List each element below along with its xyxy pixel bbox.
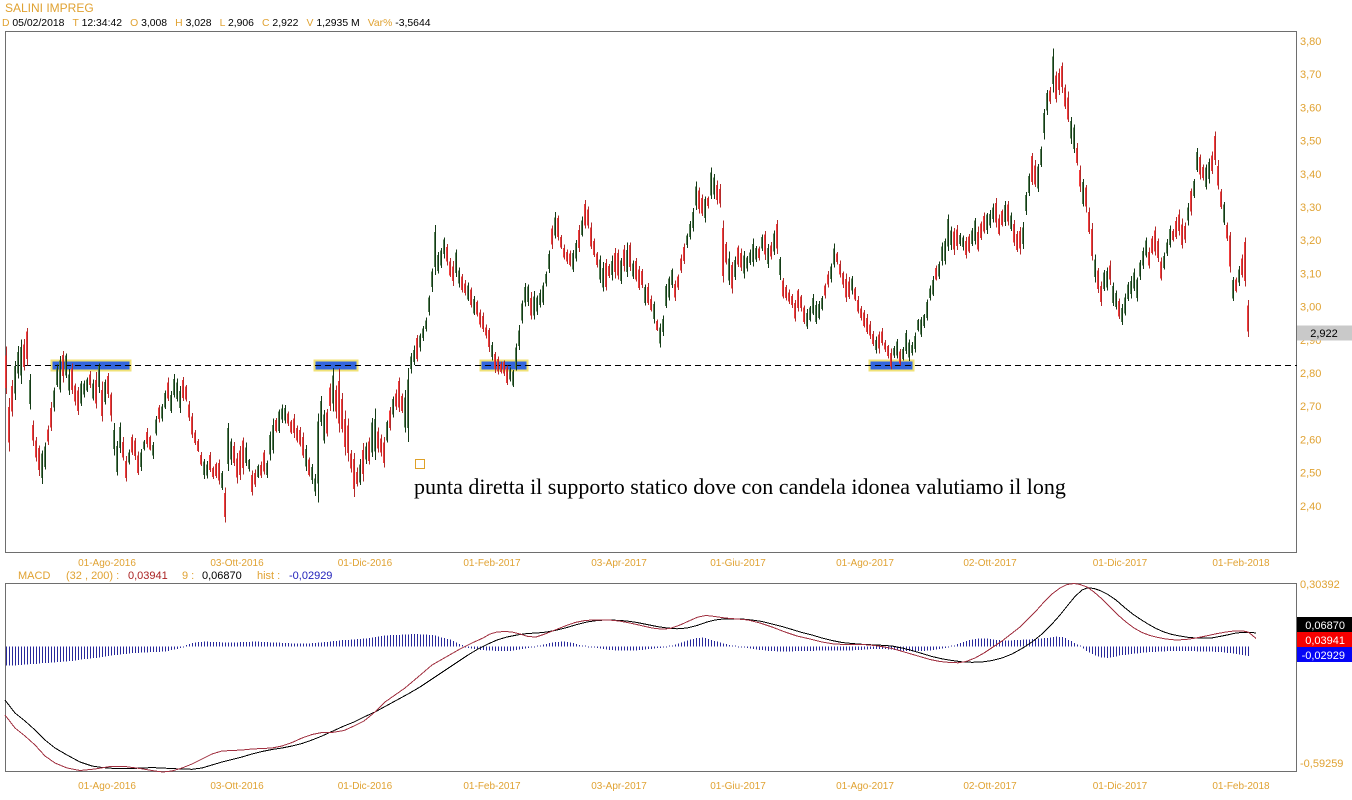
svg-text:2,70: 2,70 bbox=[1300, 401, 1321, 413]
svg-text:0,03941: 0,03941 bbox=[1305, 635, 1345, 647]
svg-text:03-Ott-2016: 03-Ott-2016 bbox=[210, 558, 264, 569]
svg-text:01-Feb-2017: 01-Feb-2017 bbox=[463, 558, 521, 569]
svg-text:9 :: 9 : bbox=[182, 570, 194, 582]
svg-text:hist :: hist : bbox=[257, 570, 280, 582]
svg-text:D 05/02/2018 T 12:34:42 O 3,: D 05/02/2018 T 12:34:42 O 3,008 H 3,028 … bbox=[2, 18, 431, 29]
svg-text:01-Dic-2017: 01-Dic-2017 bbox=[1093, 558, 1148, 569]
svg-text:01-Dic-2016: 01-Dic-2016 bbox=[338, 781, 393, 792]
svg-text:02-Ott-2017: 02-Ott-2017 bbox=[963, 558, 1017, 569]
svg-text:2,50: 2,50 bbox=[1300, 468, 1321, 480]
svg-text:3,20: 3,20 bbox=[1300, 235, 1321, 247]
svg-text:01-Feb-2018: 01-Feb-2018 bbox=[1212, 558, 1270, 569]
svg-text:03-Apr-2017: 03-Apr-2017 bbox=[591, 558, 647, 569]
svg-text:3,10: 3,10 bbox=[1300, 268, 1321, 280]
svg-text:punta diretta il supporto stat: punta diretta il supporto statico dove c… bbox=[414, 474, 1066, 499]
svg-text:-0,59259: -0,59259 bbox=[1300, 758, 1343, 770]
svg-text:2,922: 2,922 bbox=[1310, 328, 1338, 340]
svg-text:(32 , 200) :: (32 , 200) : bbox=[66, 570, 119, 582]
svg-text:0,06870: 0,06870 bbox=[1305, 620, 1345, 632]
svg-text:3,80: 3,80 bbox=[1300, 36, 1321, 48]
svg-text:01-Dic-2016: 01-Dic-2016 bbox=[338, 558, 393, 569]
svg-text:3,40: 3,40 bbox=[1300, 169, 1321, 181]
svg-text:01-Dic-2017: 01-Dic-2017 bbox=[1093, 781, 1148, 792]
svg-text:01-Feb-2017: 01-Feb-2017 bbox=[463, 781, 521, 792]
svg-text:SALINI IMPREG: SALINI IMPREG bbox=[5, 1, 94, 15]
svg-text:2,80: 2,80 bbox=[1300, 368, 1321, 380]
svg-text:0,03941: 0,03941 bbox=[128, 570, 168, 582]
svg-text:01-Ago-2016: 01-Ago-2016 bbox=[78, 781, 136, 792]
svg-text:01-Ago-2017: 01-Ago-2017 bbox=[836, 781, 894, 792]
svg-text:3,30: 3,30 bbox=[1300, 202, 1321, 214]
svg-text:3,70: 3,70 bbox=[1300, 69, 1321, 81]
svg-text:01-Ago-2016: 01-Ago-2016 bbox=[78, 558, 136, 569]
svg-text:03-Apr-2017: 03-Apr-2017 bbox=[591, 781, 647, 792]
svg-text:2,60: 2,60 bbox=[1300, 434, 1321, 446]
svg-text:2,40: 2,40 bbox=[1300, 501, 1321, 513]
svg-text:3,60: 3,60 bbox=[1300, 102, 1321, 114]
svg-text:0,06870: 0,06870 bbox=[202, 570, 242, 582]
svg-text:01-Ago-2017: 01-Ago-2017 bbox=[836, 558, 894, 569]
svg-text:-0,02929: -0,02929 bbox=[289, 570, 332, 582]
svg-text:01-Giu-2017: 01-Giu-2017 bbox=[710, 558, 766, 569]
svg-text:01-Giu-2017: 01-Giu-2017 bbox=[710, 781, 766, 792]
svg-text:3,00: 3,00 bbox=[1300, 302, 1321, 314]
svg-text:3,50: 3,50 bbox=[1300, 136, 1321, 148]
svg-text:-0,02929: -0,02929 bbox=[1302, 650, 1345, 662]
svg-text:02-Ott-2017: 02-Ott-2017 bbox=[963, 781, 1017, 792]
svg-text:MACD: MACD bbox=[18, 570, 50, 582]
svg-text:03-Ott-2016: 03-Ott-2016 bbox=[210, 781, 264, 792]
svg-text:01-Feb-2018: 01-Feb-2018 bbox=[1212, 781, 1270, 792]
svg-text:0,30392: 0,30392 bbox=[1300, 579, 1340, 591]
